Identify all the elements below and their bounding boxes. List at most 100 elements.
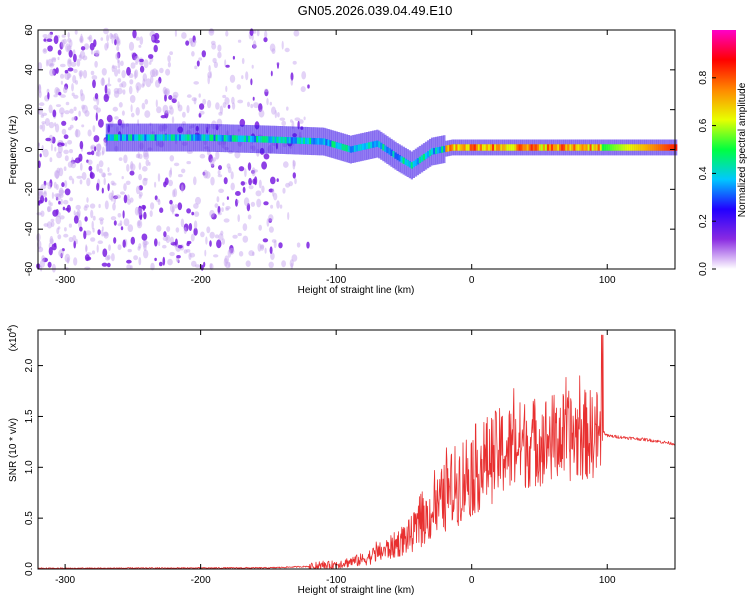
spectrogram-noise-cell bbox=[199, 110, 205, 115]
spectrogram-noise-cell bbox=[101, 187, 104, 194]
spectrogram-noise-cell bbox=[193, 40, 197, 44]
spectrogram-noise-cell bbox=[221, 238, 225, 245]
spectrogram-ridge-core bbox=[526, 144, 529, 151]
spectrogram-noise-cell bbox=[176, 259, 180, 263]
spectrogram-noise-cell bbox=[166, 226, 171, 232]
spectrogram-noise-cell bbox=[273, 192, 278, 201]
spectrogram-noise-cell bbox=[41, 121, 46, 125]
spectrogram-noise-cell bbox=[92, 215, 96, 221]
spectrogram-noise-cell bbox=[143, 152, 150, 160]
spectrogram-noise-cell bbox=[108, 244, 111, 252]
x-tick-label: -200 bbox=[191, 275, 211, 286]
spectrogram-noise-cell bbox=[117, 68, 121, 75]
spectrogram-noise-cell bbox=[126, 259, 132, 264]
spectrogram-noise-cell bbox=[80, 46, 86, 51]
spectrogram-ridge-core bbox=[640, 144, 643, 151]
spectrogram-noise-cell bbox=[213, 254, 219, 258]
spectrogram-noise-cell bbox=[279, 117, 286, 121]
spectrogram-noise-cell bbox=[240, 181, 245, 186]
spectrogram-noise-cell bbox=[300, 86, 306, 93]
spectrogram-noise-cell bbox=[106, 262, 111, 268]
spectrogram-noise-cell bbox=[49, 62, 55, 66]
spectrogram-noise-cell bbox=[58, 200, 61, 205]
spectrogram-ridge-core bbox=[573, 144, 576, 151]
spectrogram-noise-cell bbox=[144, 99, 149, 105]
spectrogram-noise-cell bbox=[64, 188, 71, 196]
spectrogram-noise-cell bbox=[209, 209, 215, 218]
spectrogram-noise-cell bbox=[39, 124, 43, 130]
spectrogram-ridge-core bbox=[563, 144, 566, 151]
spectrogram-ridge-core bbox=[587, 144, 590, 151]
spectrogram-noise-cell bbox=[256, 29, 260, 37]
spectrogram-noise-cell bbox=[279, 204, 283, 209]
spectrogram-ridge-core bbox=[589, 144, 592, 151]
spectrogram-ridge-core bbox=[443, 145, 446, 153]
spectrogram-noise-cell bbox=[263, 37, 268, 43]
spectrogram-noise-cell bbox=[60, 73, 65, 79]
spectrogram-ridge-core bbox=[138, 134, 141, 141]
spectrogram-noise-cell bbox=[138, 194, 142, 199]
spectrogram-noise-cell bbox=[293, 30, 300, 37]
spectrogram-ridge-core bbox=[183, 134, 186, 141]
x-tick-label: 100 bbox=[599, 275, 616, 286]
spectrogram-noise-cell bbox=[127, 224, 134, 233]
spectrogram-noise-cell bbox=[230, 182, 235, 191]
spectrogram-noise-cell bbox=[38, 199, 43, 204]
spectrogram-ridge-core bbox=[189, 134, 192, 141]
spectrogram-noise-cell bbox=[63, 134, 69, 139]
spectrogram-noise-cell bbox=[172, 189, 176, 198]
spectrogram-ridge-core bbox=[357, 144, 361, 151]
spectrogram-noise-cell bbox=[195, 196, 201, 205]
spectrogram-noise-cell bbox=[60, 80, 64, 85]
spectrogram-noise-cell bbox=[247, 101, 250, 108]
spectrogram-ridge-core bbox=[305, 137, 308, 145]
y-tick-label: -40 bbox=[24, 222, 35, 237]
spectrogram-noise-cell bbox=[57, 144, 63, 154]
spectrogram-noise-cell bbox=[266, 218, 270, 227]
spectrogram-noise-cell bbox=[83, 230, 87, 240]
spectrogram-noise-cell bbox=[79, 71, 82, 80]
spectrogram-noise-cell bbox=[46, 38, 53, 42]
spectrogram-noise-cell bbox=[281, 260, 286, 268]
spectrogram-noise-cell bbox=[47, 92, 50, 100]
spectrogram-noise-cell bbox=[69, 108, 74, 114]
spectrogram-noise-cell bbox=[50, 218, 55, 222]
spectrogram-noise-cell bbox=[217, 205, 221, 214]
spectrogram-noise-cell bbox=[215, 150, 220, 160]
spectrogram-ridge-core bbox=[113, 134, 117, 141]
spectrogram-noise-cell bbox=[111, 253, 115, 262]
spectrogram-noise-cell bbox=[208, 65, 211, 72]
spectrogram-ridge-core bbox=[109, 134, 113, 141]
spectrogram-noise-cell bbox=[75, 238, 78, 245]
spectrogram-noise-cell bbox=[209, 71, 212, 79]
spectrogram-ridge-core bbox=[449, 144, 452, 152]
spectrogram-noise-cell bbox=[54, 170, 60, 179]
spectrogram-noise-cell bbox=[149, 69, 156, 78]
y-tick-label: 1.0 bbox=[24, 460, 35, 474]
spectrogram-noise-cell bbox=[154, 257, 157, 262]
spectrogram-noise-cell bbox=[148, 61, 152, 65]
spectrogram-ridge-core bbox=[168, 134, 172, 141]
spectrogram-noise-cell bbox=[98, 160, 104, 168]
spectrogram-ridge-core bbox=[433, 147, 436, 155]
spectrogram-noise-cell bbox=[149, 210, 153, 218]
colorbar-tick-label: 0.8 bbox=[698, 70, 709, 84]
spectrogram-noise-cell bbox=[292, 60, 297, 65]
spectrogram-noise-cell bbox=[130, 236, 135, 245]
spectrogram-ridge-core bbox=[524, 144, 527, 151]
spectrogram-noise-cell bbox=[258, 179, 262, 189]
spectrogram-noise-cell bbox=[43, 38, 47, 42]
spectrogram-noise-cell bbox=[138, 162, 142, 171]
spectrogram-ridge-core bbox=[242, 135, 245, 142]
spectrogram-noise-cell bbox=[86, 177, 91, 187]
y-tick-label: -60 bbox=[24, 261, 35, 276]
spectrogram-ridge-core bbox=[612, 144, 615, 151]
spectrogram-ridge-core bbox=[311, 137, 314, 145]
spectrogram-noise-cell bbox=[91, 250, 96, 255]
spectrogram-noise-cell bbox=[228, 247, 235, 255]
spectrogram-ridge-core bbox=[406, 159, 409, 167]
spectrogram-ridge-core bbox=[225, 135, 228, 142]
spectrogram-noise-cell bbox=[183, 249, 188, 254]
spectrogram-noise-cell bbox=[73, 257, 78, 266]
spectrogram-noise-cell bbox=[248, 185, 254, 190]
